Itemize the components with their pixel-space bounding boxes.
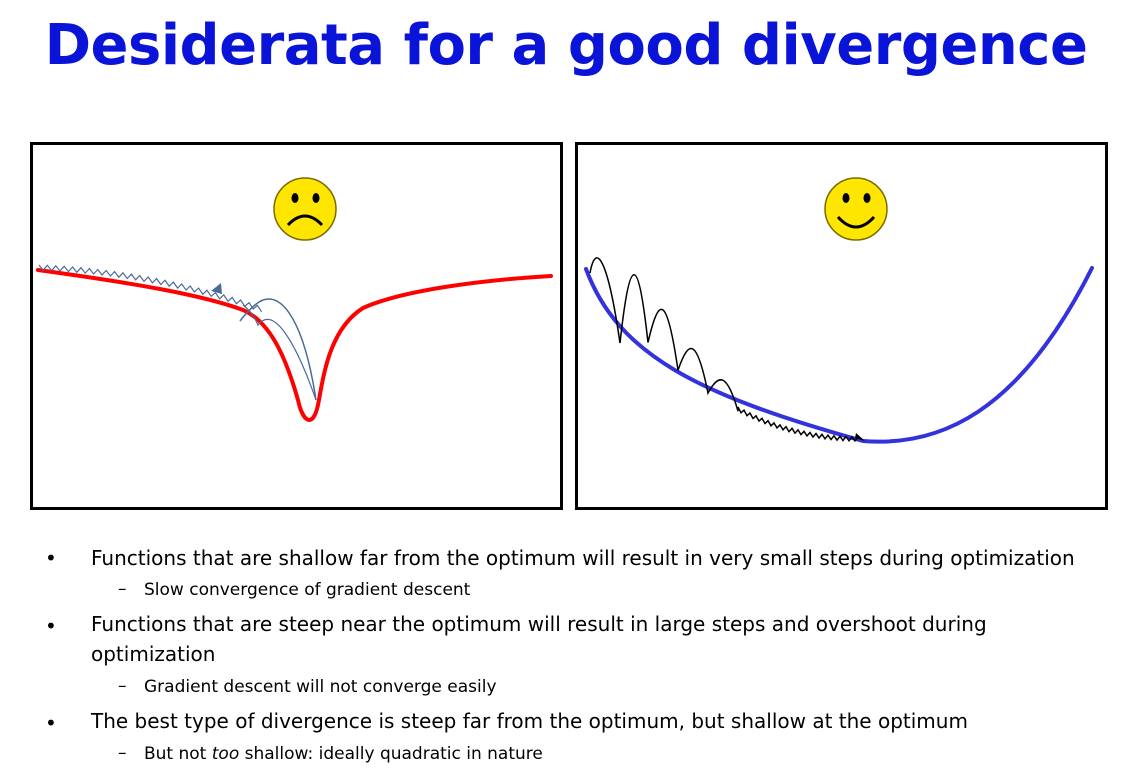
- left-diagram: [36, 177, 553, 422]
- sub-dash: –: [118, 579, 127, 599]
- sub-bullet-text: But not too shallow: ideally quadratic i…: [144, 744, 543, 764]
- right-diagram: [584, 177, 1094, 444]
- bullet-text: The best type of divergence is steep far…: [91, 709, 968, 733]
- sub-dash: –: [118, 676, 127, 696]
- bullet-marker: •: [45, 546, 57, 570]
- small-steps-zigzag: [38, 264, 263, 313]
- bullet-text-line2: optimization: [91, 642, 216, 666]
- overshoot-path: [242, 304, 317, 401]
- arrow-head-icon: [855, 433, 865, 441]
- bullet-text: Functions that are shallow far from the …: [91, 546, 1075, 570]
- sad-face-icon: [273, 177, 337, 241]
- bullet-text-line1: Functions that are steep near the optimu…: [91, 612, 987, 636]
- left-diagram-panel: [30, 142, 563, 510]
- happy-face-icon: [824, 177, 888, 241]
- sub-bullet-text: Slow convergence of gradient descent: [144, 580, 471, 600]
- arrow-head-icon: [211, 283, 222, 294]
- sub-bullet-text: Gradient descent will not converge easil…: [144, 677, 497, 697]
- sub-dash: –: [118, 743, 127, 763]
- right-diagram-panel: [575, 142, 1108, 510]
- overshoot-path: [239, 298, 317, 401]
- quadratic-divergence-curve: [584, 266, 1094, 444]
- shallow-divergence-curve: [36, 268, 553, 422]
- bullet-marker: •: [45, 614, 57, 638]
- converging-steps-path: [589, 257, 859, 443]
- bullet-marker: •: [45, 711, 57, 735]
- slide-title: Desiderata for a good divergence: [44, 13, 1088, 78]
